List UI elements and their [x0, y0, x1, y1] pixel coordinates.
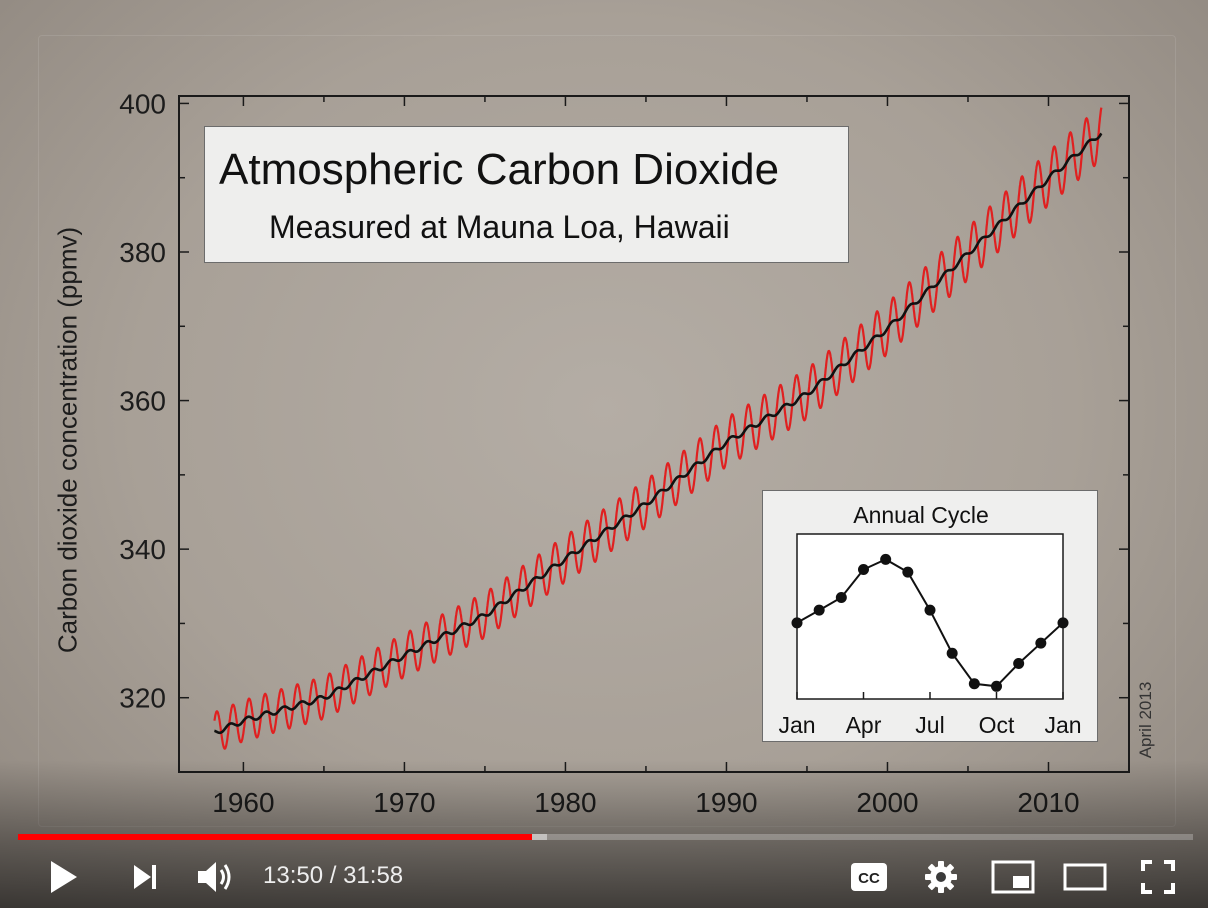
play-icon	[51, 861, 77, 893]
annual-cycle-point	[813, 604, 825, 616]
annual-cycle-point	[924, 604, 936, 616]
time-total: 31:58	[343, 862, 404, 889]
inset-x-tick-label: Jul	[915, 712, 944, 738]
settings-icon	[925, 861, 957, 893]
svg-text:CC: CC	[858, 870, 880, 887]
settings-button[interactable]	[917, 852, 965, 902]
volume-icon	[198, 862, 231, 892]
inset-x-tick-label: Oct	[979, 712, 1015, 738]
monthly-co2-line	[213, 107, 1103, 750]
annual-cycle-point	[1057, 617, 1069, 629]
y-tick-label: 380	[119, 237, 166, 268]
y-tick-label: 400	[119, 88, 166, 119]
time-separator: /	[323, 862, 344, 889]
y-tick-label: 340	[119, 534, 166, 565]
next-icon	[134, 865, 156, 889]
annual-cycle-chart: Annual Cycle Jan Apr Jul Oct Jan	[778, 502, 1081, 738]
time-current: 13:50	[263, 862, 324, 889]
annual-cycle-point	[946, 647, 958, 659]
fullscreen-icon	[1141, 860, 1175, 894]
progress-bar[interactable]	[18, 834, 1193, 840]
annual-cycle-inset: Annual Cycle Jan Apr Jul Oct Jan	[762, 490, 1098, 742]
mute-button[interactable]	[192, 852, 238, 902]
inset-x-tick-label: Jan	[1044, 712, 1081, 738]
miniplayer-icon	[991, 860, 1035, 894]
date-stamp: April 2013	[1136, 681, 1155, 759]
y-axis-label: Carbon dioxide concentration (ppmv)	[52, 226, 83, 654]
cc-icon: CC	[851, 863, 887, 891]
play-button[interactable]	[38, 852, 88, 902]
fullscreen-button[interactable]	[1134, 852, 1182, 902]
annual-cycle-point	[991, 680, 1002, 692]
inset-frame	[796, 533, 1064, 700]
miniplayer-button[interactable]	[988, 852, 1038, 902]
y-tick-label: 320	[119, 683, 166, 714]
inset-title: Annual Cycle	[853, 502, 989, 528]
annual-cycle-point	[1035, 637, 1047, 649]
annual-cycle-point	[968, 678, 980, 690]
theater-mode-button[interactable]	[1060, 852, 1110, 902]
annual-cycle-point	[858, 564, 869, 576]
chart-title-box: Atmospheric Carbon Dioxide Measured at M…	[204, 126, 849, 263]
y-tick-label: 360	[119, 386, 166, 417]
next-button[interactable]	[122, 852, 168, 902]
captions-button[interactable]: CC	[845, 852, 893, 902]
annual-cycle-point	[1013, 657, 1025, 669]
theater-icon	[1063, 863, 1107, 891]
chart-title: Atmospheric Carbon Dioxide	[219, 145, 780, 194]
annual-cycle-point	[791, 617, 803, 629]
progress-played	[18, 834, 533, 840]
inset-x-tick-label: Jan	[778, 712, 815, 738]
trend-co2-line	[214, 132, 1103, 735]
time-display: 13:50 / 31:58	[263, 862, 403, 890]
chart-subtitle: Measured at Mauna Loa, Hawaii	[269, 209, 730, 245]
annual-cycle-point	[880, 553, 892, 565]
inset-x-tick-label: Apr	[846, 712, 882, 738]
annual-cycle-point	[902, 566, 914, 578]
annual-cycle-point	[835, 591, 847, 603]
